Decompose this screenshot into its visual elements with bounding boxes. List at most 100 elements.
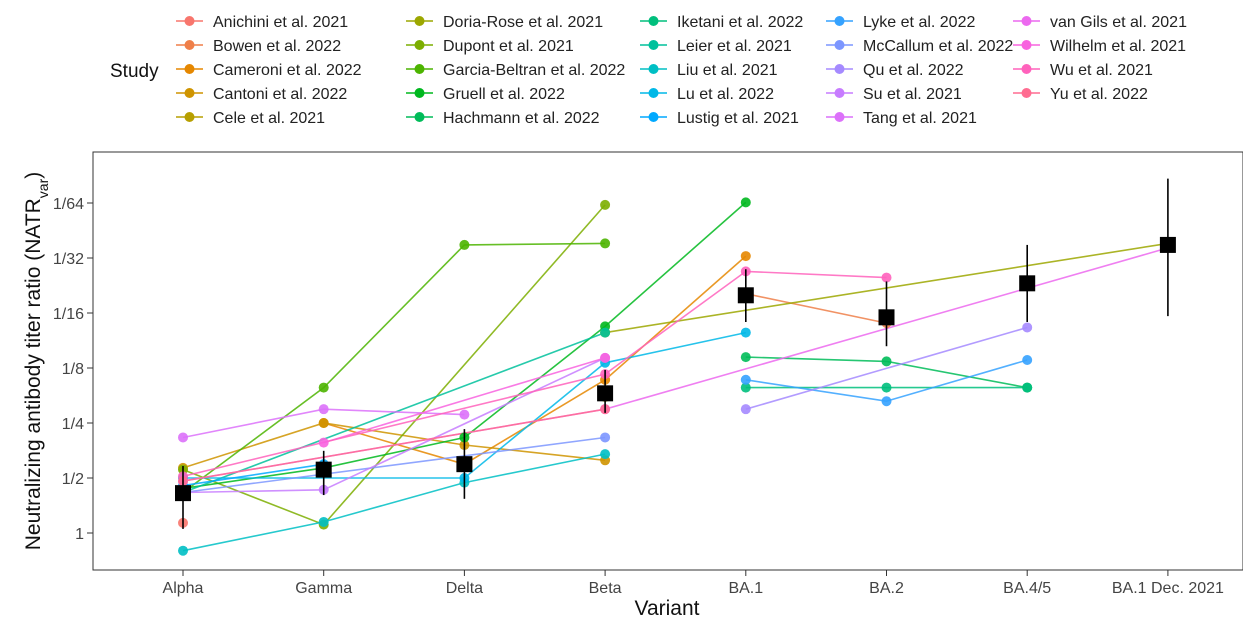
series-line-wu-et-al-2021 [182,270,887,478]
point-mccallum-et-al-2022-beta [600,432,611,443]
legend-label-wilhelm-et-al-2021: Wilhelm et al. 2021 [1050,38,1186,55]
plot-panel [92,151,1243,571]
legend-label-tang-et-al-2021: Tang et al. 2021 [863,110,977,127]
legend-swatch-dot-7 [414,64,425,74]
series-line-yu-et-al-2022 [182,408,606,482]
legend-swatch-dot-20 [1021,16,1032,26]
point-lyke-et-al-2022-ba-1 [740,374,751,385]
point-iketani-et-al-2022-ba-2 [881,382,892,393]
series-points [178,197,1173,556]
point-garcia-beltran-et-al-2022-beta [600,238,611,249]
point-liu-et-al-2021-beta [600,449,611,460]
summary-square-ba-4-5 [1019,275,1036,292]
legend: Study Anichini et al. 2021 Bowen et al. 2… [110,14,1187,127]
legend-swatch-dot-0 [184,16,195,26]
series-line-wilhelm-et-al-2021 [323,357,606,444]
series-line-mccallum-et-al-2022 [182,436,606,494]
legend-label-cantoni-et-al-2022: Cantoni et al. 2022 [213,86,347,103]
x-axis: Alpha Gamma Delta Beta BA.1 BA.2 BA.4/5 BA.1 De… [163,570,1224,597]
x-tick-label-gamma: Gamma [295,580,352,597]
point-wilhelm-et-al-2021-beta [600,352,611,363]
legend-swatch-dot-16 [834,40,845,50]
legend-label-van-gils-et-al-2021: van Gils et al. 2021 [1050,14,1187,31]
legend-label-leier-et-al-2021: Leier et al. 2021 [677,38,792,55]
point-qu-et-al-2022-ba-4-5 [1022,322,1033,333]
legend-swatch-dot-12 [648,64,659,74]
legend-swatch-dot-19 [834,112,845,122]
point-garcia-beltran-et-al-2022-delta [459,239,470,250]
legend-label-doria-rose-et-al-2021: Doria-Rose et al. 2021 [443,14,603,31]
series-line-lustig-et-al-2021 [182,463,324,487]
x-tick-label-delta: Delta [446,580,483,597]
legend-label-mccallum-et-al-2022: McCallum et al. 2022 [863,38,1013,55]
y-tick-label-2: 1/4 [62,416,84,433]
point-tang-et-al-2021-gamma [318,404,329,415]
legend-label-qu-et-al-2022: Qu et al. 2022 [863,62,964,79]
point-wu-et-al-2021-ba-2 [881,272,892,283]
series-line-liu-et-al-2021 [182,453,606,552]
legend-label-cameroni-et-al-2022: Cameroni et al. 2022 [213,62,362,79]
x-tick-label-ba-1-dec-2021: BA.1 Dec. 2021 [1112,580,1224,597]
legend-swatch-dot-15 [834,16,845,26]
legend-label-hachmann-et-al-2022: Hachmann et al. 2022 [443,110,600,127]
y-axis-title-close: ) [22,172,45,179]
legend-label-lu-et-al-2022: Lu et al. 2022 [677,86,774,103]
point-qu-et-al-2022-ba-1 [740,404,751,415]
point-liu-et-al-2021-alpha [178,545,188,556]
summary-square-ba-2 [878,309,895,326]
legend-label-lyke-et-al-2022: Lyke et al. 2022 [863,14,975,31]
legend-swatch-dot-5 [414,16,425,26]
y-tick-label-6: 1/64 [53,196,84,213]
summary-square-alpha [175,485,191,502]
y-axis: 1 1/2 1/4 1/8 1/16 1/32 1/64 [53,196,93,543]
point-tang-et-al-2021-delta [459,409,470,420]
series-line-cantoni-et-al-2022 [182,422,606,469]
x-tick-label-beta: Beta [589,580,622,597]
legend-swatch-dot-14 [648,112,659,122]
y-axis-title-sub: var [35,178,51,198]
y-tick-label-5: 1/32 [53,251,84,268]
summary-square-beta [597,385,614,402]
legend-swatch-dot-17 [834,64,845,74]
legend-label-anichini-et-al-2021: Anichini et al. 2021 [213,14,348,31]
legend-swatch-dot-9 [414,112,425,122]
legend-swatch-dot-13 [648,88,659,98]
point-lu-et-al-2022-ba-1 [740,327,751,338]
legend-swatch-dot-18 [834,88,845,98]
legend-label-iketani-et-al-2022: Iketani et al. 2022 [677,14,803,31]
legend-swatch-dot-6 [414,40,425,50]
point-garcia-beltran-et-al-2022-gamma [318,382,329,393]
legend-label-su-et-al-2021: Su et al. 2021 [863,86,962,103]
summary-square-ba-1-dec-2021 [1159,236,1176,253]
y-tick-label-4: 1/16 [53,306,84,323]
point-hachmann-et-al-2022-ba-1 [740,352,751,363]
y-tick-label-0: 1 [75,526,84,543]
summary-square-gamma [315,461,332,478]
legend-swatch-dot-23 [1021,88,1032,98]
series-line-bowen-et-al-2022 [745,292,887,324]
legend-swatch-dot-8 [414,88,425,98]
legend-label-lustig-et-al-2021: Lustig et al. 2021 [677,110,799,127]
legend-swatch-dot-1 [184,40,195,50]
x-tick-label-ba-2: BA.2 [869,580,904,597]
point-dupont-et-al-2021-beta [600,199,611,210]
legend-label-garcia-beltran-et-al-2022: Garcia-Beltran et al. 2022 [443,62,625,79]
legend-label-yu-et-al-2022: Yu et al. 2022 [1050,86,1148,103]
point-hachmann-et-al-2022-ba-2 [881,356,892,367]
legend-label-dupont-et-al-2021: Dupont et al. 2021 [443,38,574,55]
legend-title: Study [110,61,159,82]
point-gruell-et-al-2022-ba-1 [740,197,751,208]
legend-label-liu-et-al-2021: Liu et al. 2021 [677,62,778,79]
legend-swatch-dot-22 [1021,64,1032,74]
legend-label-cele-et-al-2021: Cele et al. 2021 [213,110,325,127]
legend-swatch-dot-11 [648,40,659,50]
legend-label-wu-et-al-2021: Wu et al. 2021 [1050,62,1153,79]
legend-swatch-dot-21 [1021,40,1032,50]
x-tick-label-ba-1: BA.1 [728,580,763,597]
x-tick-label-alpha: Alpha [163,580,204,597]
legend-swatch-dot-10 [648,16,659,26]
legend-swatch-dot-2 [184,64,195,74]
point-liu-et-al-2021-gamma [318,516,329,527]
legend-swatch-dot-3 [184,88,195,98]
